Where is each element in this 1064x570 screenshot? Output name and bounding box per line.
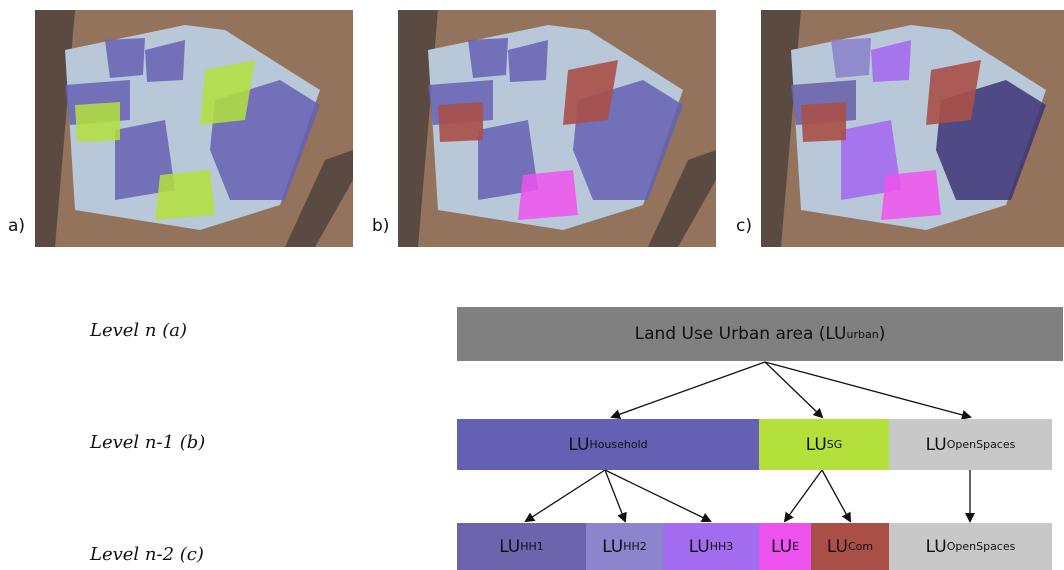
node-lu-openspaces-2: LU OpenSpaces <box>889 523 1052 570</box>
aerial-map-a <box>35 10 353 247</box>
node-lu-sg-sub: SG <box>826 438 843 451</box>
node-lu-sg: LU SG <box>759 419 889 470</box>
node-lu-urban: Land Use Urban area (LU urban) <box>457 307 1063 361</box>
node-lu-hh2-sub: HH2 <box>623 540 647 553</box>
node-lu-household: LU Household <box>457 419 759 470</box>
node-lu-household-sub: Household <box>589 438 648 451</box>
node-lu-hh3: LU HH3 <box>663 523 759 570</box>
node-lu-urban-text: Land Use Urban area (LU <box>634 324 847 344</box>
node-lu-com-sub: Com <box>847 540 874 553</box>
node-lu-e-sub: E <box>792 540 800 553</box>
node-lu-hh2: LU HH2 <box>586 523 663 570</box>
level-label-n: Level n (a) <box>90 320 187 341</box>
panel-label-b: b) <box>372 216 390 236</box>
node-lu-openspaces-1-sub: OpenSpaces <box>946 438 1016 451</box>
aerial-map-b <box>398 10 716 247</box>
node-lu-sg-text: LU <box>805 434 827 455</box>
node-lu-hh2-text: LU <box>602 536 624 557</box>
level-label-n-1: Level n-1 (b) <box>90 432 206 453</box>
node-lu-hh1-text: LU <box>499 536 521 557</box>
panel-label-a: a) <box>8 216 26 236</box>
node-lu-openspaces-2-text: LU <box>925 536 947 557</box>
panel-label-c: c) <box>736 216 752 236</box>
node-lu-household-text: LU <box>568 434 590 455</box>
node-lu-openspaces-1-text: LU <box>925 434 947 455</box>
node-lu-openspaces-2-sub: OpenSpaces <box>946 540 1016 553</box>
node-lu-hh1-sub: HH1 <box>520 540 544 553</box>
node-lu-hh3-text: LU <box>688 536 710 557</box>
node-lu-com: LU Com <box>811 523 889 570</box>
node-lu-e: LU E <box>759 523 811 570</box>
node-lu-com-text: LU <box>826 536 848 557</box>
node-lu-openspaces-1: LU OpenSpaces <box>889 419 1052 470</box>
node-lu-hh1: LU HH1 <box>457 523 586 570</box>
node-lu-hh3-sub: HH3 <box>709 540 734 553</box>
aerial-map-c <box>761 10 1064 247</box>
node-lu-urban-tail: ) <box>878 324 886 344</box>
level-label-n-2: Level n-2 (c) <box>90 544 204 565</box>
node-lu-e-text: LU <box>770 536 793 557</box>
node-lu-urban-sub: urban <box>846 327 879 341</box>
